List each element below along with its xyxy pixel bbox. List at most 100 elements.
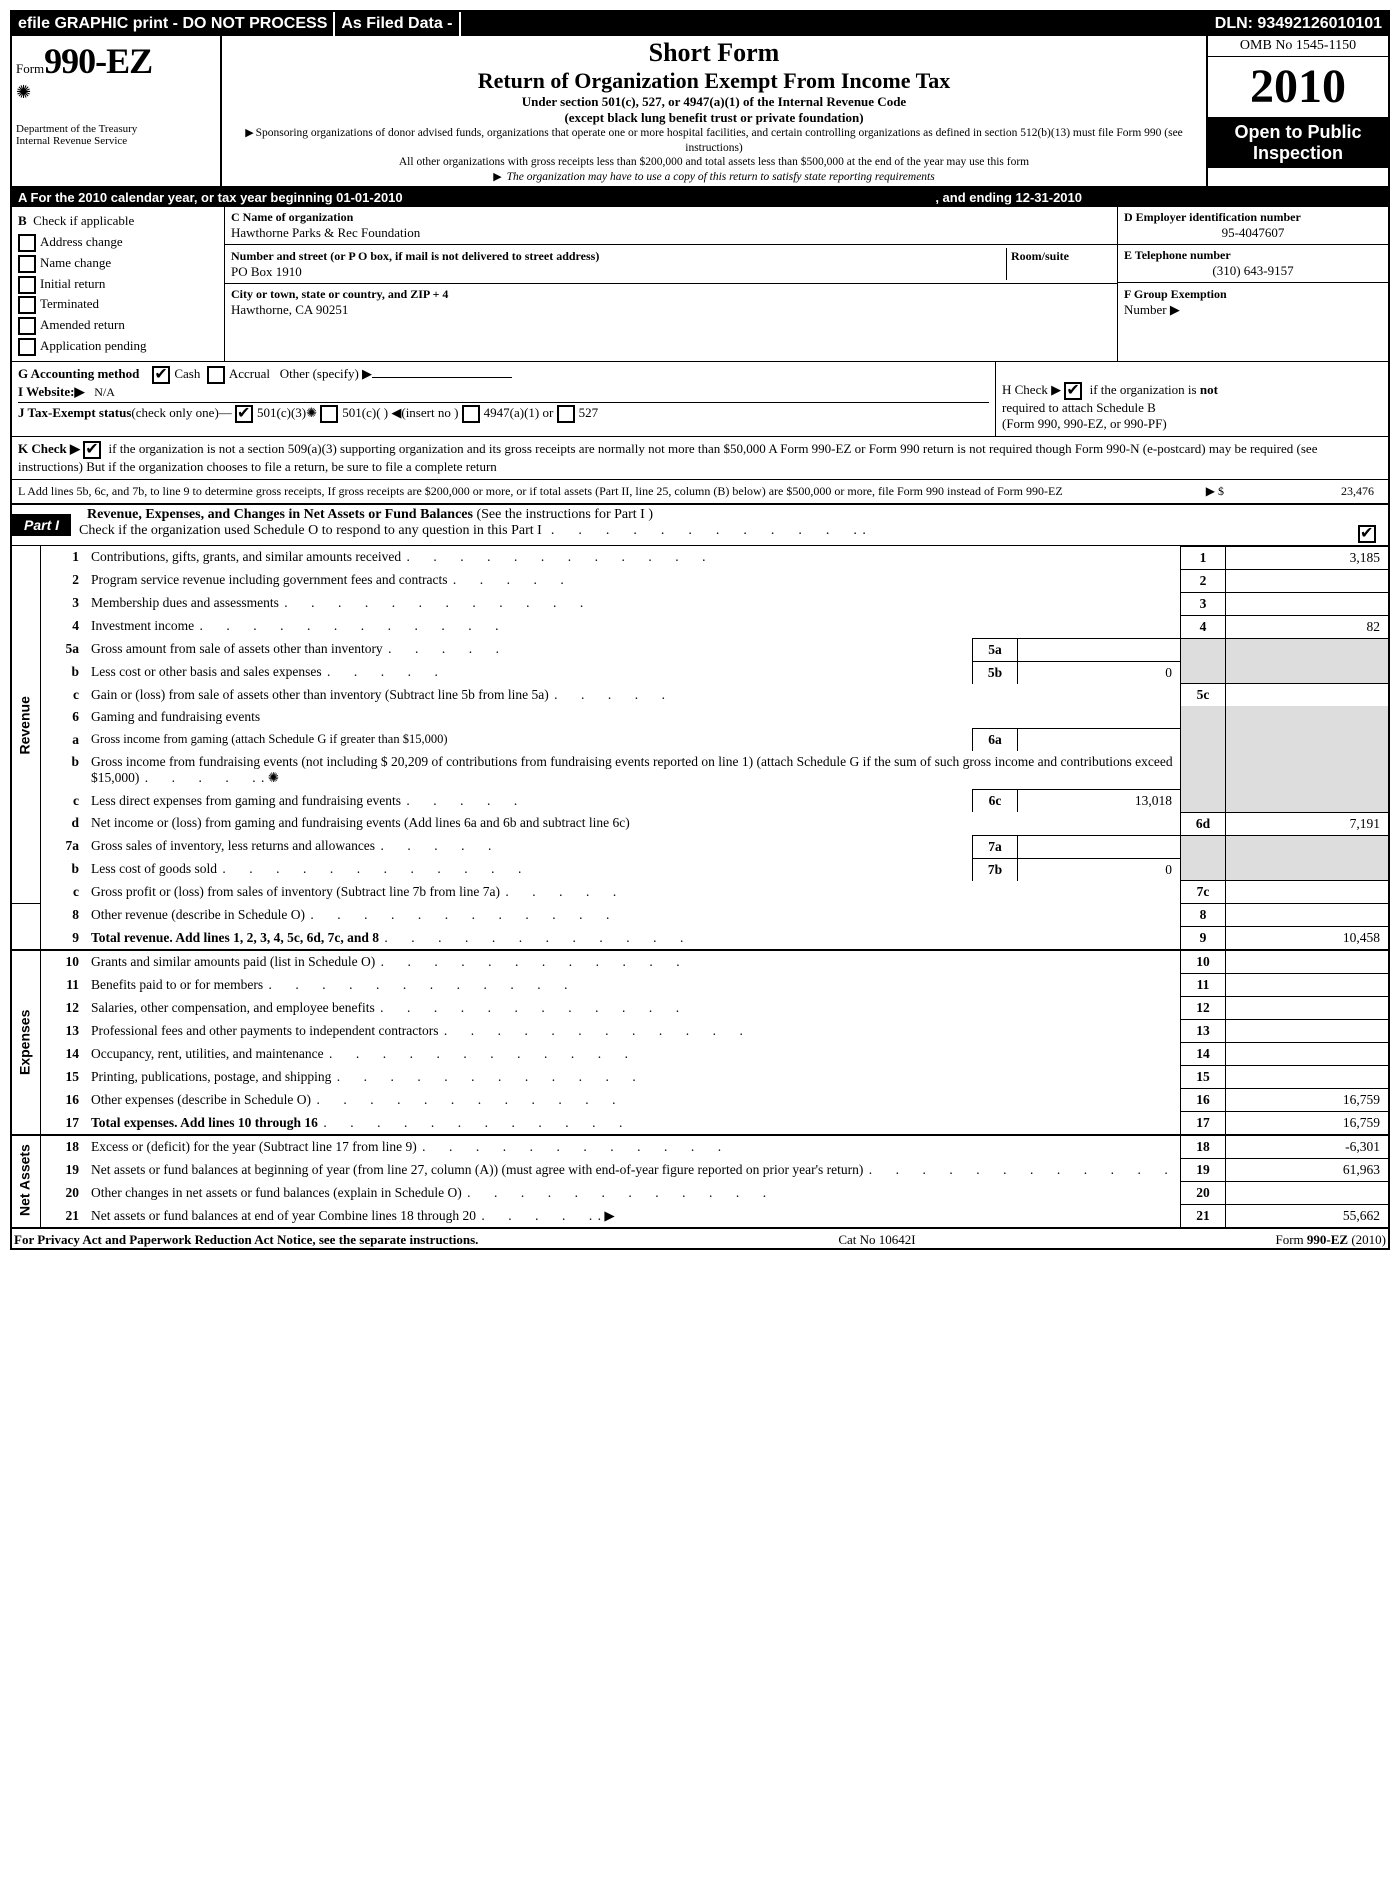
checkbox-address-change[interactable] <box>18 234 36 252</box>
dept-irs: Internal Revenue Service <box>16 135 216 147</box>
street-value: PO Box 1910 <box>231 264 1006 280</box>
footer-center: Cat No 10642I <box>838 1232 915 1248</box>
website-value: N/A <box>94 385 115 399</box>
line-17-value: 16,759 <box>1226 1112 1389 1136</box>
line-15-value <box>1226 1066 1389 1089</box>
line-h: H Check ▶ if the organization is not req… <box>995 362 1388 436</box>
line-18-value: -6,301 <box>1226 1135 1389 1159</box>
checkbox-application-pending[interactable] <box>18 338 36 356</box>
main-title: Return of Organization Exempt From Incom… <box>226 68 1202 94</box>
line-7b-value: 0 <box>1018 858 1181 881</box>
form-container: efile GRAPHIC print - DO NOT PROCESS As … <box>10 10 1390 1250</box>
part-1-check-line: Check if the organization used Schedule … <box>79 523 542 538</box>
form-word: Form <box>16 61 44 76</box>
checkbox-4947[interactable] <box>462 405 480 423</box>
city-value: Hawthorne, CA 90251 <box>231 302 1111 318</box>
subtitle-1: Under section 501(c), 527, or 4947(a)(1)… <box>226 94 1202 110</box>
header-left: Form990-EZ ✺ Department of the Treasury … <box>12 36 222 186</box>
line-j-label: J Tax-Exempt status <box>18 405 131 420</box>
group-exemption-label: F Group Exemption <box>1124 287 1227 301</box>
top-bar: efile GRAPHIC print - DO NOT PROCESS As … <box>12 12 1388 36</box>
line-12-value <box>1226 997 1389 1020</box>
ein-label: D Employer identification number <box>1124 210 1382 225</box>
header-right: OMB No 1545-1150 2010 Open to Public Ins… <box>1206 36 1388 186</box>
form-number: 990-EZ <box>44 41 152 81</box>
footer-right: Form 990-EZ (2010) <box>1275 1232 1386 1248</box>
short-form-title: Short Form <box>226 38 1202 68</box>
line-5b-value: 0 <box>1018 661 1181 684</box>
line-g-label: G Accounting method <box>18 366 139 381</box>
col-c: C Name of organization Hawthorne Parks &… <box>225 207 1117 361</box>
dln-label: DLN: 93492126010101 <box>1209 12 1388 36</box>
entity-block: B Check if applicable Address change Nam… <box>12 207 1388 362</box>
street-label: Number and street (or P O box, if mail i… <box>231 249 599 263</box>
phone-label: E Telephone number <box>1124 248 1382 263</box>
line-1-value: 3,185 <box>1226 546 1389 569</box>
check-if-applicable: Check if applicable <box>33 213 134 228</box>
line-6d-value: 7,191 <box>1226 812 1389 835</box>
checkbox-terminated[interactable] <box>18 296 36 314</box>
line-5c-value <box>1226 684 1389 707</box>
note-2: All other organizations with gross recei… <box>226 155 1202 169</box>
line-7a-value <box>1018 835 1181 858</box>
subtitle-2: (except black lung benefit trust or priv… <box>226 110 1202 126</box>
line-9-value: 10,458 <box>1226 927 1389 951</box>
line-11-value <box>1226 974 1389 997</box>
ein-value: 95-4047607 <box>1124 225 1382 241</box>
footer-row: For Privacy Act and Paperwork Reduction … <box>12 1227 1388 1248</box>
checkbox-amended-return[interactable] <box>18 317 36 335</box>
line-i-label: I Website:▶ <box>18 384 84 399</box>
phone-value: (310) 643-9157 <box>1124 263 1382 279</box>
tax-year: 2010 <box>1208 57 1388 118</box>
row-a-right: , and ending 12-31-2010 <box>935 190 1082 205</box>
part-1-header: Part I Revenue, Expenses, and Changes in… <box>12 504 1388 546</box>
row-a: A For the 2010 calendar year, or tax yea… <box>12 188 1388 207</box>
line-5a-value <box>1018 638 1181 661</box>
line-2-value <box>1226 569 1389 592</box>
checkbox-k[interactable] <box>83 441 101 459</box>
line-k: K Check ▶ if the organization is not a s… <box>12 437 1388 480</box>
header-center: Short Form Return of Organization Exempt… <box>222 36 1206 186</box>
footer-left: For Privacy Act and Paperwork Reduction … <box>14 1232 478 1248</box>
col-d: D Employer identification number 95-4047… <box>1117 207 1388 361</box>
part-1-sub: (See the instructions for Part I ) <box>476 507 653 522</box>
part-1-table: Revenue 1 Contributions, gifts, grants, … <box>12 546 1388 1228</box>
netassets-side-label: Net Assets <box>12 1135 41 1227</box>
checkbox-h[interactable] <box>1064 382 1082 400</box>
line-3-value <box>1226 592 1389 615</box>
line-20-value <box>1226 1182 1389 1205</box>
row-a-left: A For the 2010 calendar year, or tax yea… <box>18 190 403 205</box>
checkbox-527[interactable] <box>557 405 575 423</box>
col-b: B Check if applicable Address change Nam… <box>12 207 225 361</box>
omb-number: OMB No 1545-1150 <box>1208 36 1388 57</box>
checkbox-accrual[interactable] <box>207 366 225 384</box>
checkbox-cash[interactable] <box>152 366 170 384</box>
header-row: Form990-EZ ✺ Department of the Treasury … <box>12 36 1388 188</box>
note-3: The organization may have to use a copy … <box>507 171 935 183</box>
line-21-value: 55,662 <box>1226 1205 1389 1228</box>
efile-label: efile GRAPHIC print - DO NOT PROCESS <box>12 12 335 36</box>
checkbox-initial-return[interactable] <box>18 276 36 294</box>
line-l: L Add lines 5b, 6c, and 7b, to line 9 to… <box>12 480 1388 504</box>
line-8-value <box>1226 904 1389 927</box>
checkbox-name-change[interactable] <box>18 255 36 273</box>
line-7c-value <box>1226 881 1389 904</box>
open-public: Open to Public Inspection <box>1208 118 1388 168</box>
part-1-label: Part I <box>12 514 71 536</box>
org-name: Hawthorne Parks & Rec Foundation <box>231 225 1111 241</box>
checkbox-schedule-o[interactable] <box>1358 525 1376 543</box>
group-exemption-number: Number ▶ <box>1124 302 1180 317</box>
note-1: Sponsoring organizations of donor advise… <box>256 127 1183 154</box>
checkbox-501c[interactable] <box>320 405 338 423</box>
line-16-value: 16,759 <box>1226 1089 1389 1112</box>
org-name-label: C Name of organization <box>231 210 1111 225</box>
dept-treasury: Department of the Treasury <box>16 123 216 135</box>
asfiled-label: As Filed Data - <box>335 12 460 36</box>
checkbox-501c3[interactable] <box>235 405 253 423</box>
line-13-value <box>1226 1020 1389 1043</box>
revenue-side-label: Revenue <box>12 546 41 904</box>
line-10-value <box>1226 950 1389 974</box>
city-label: City or town, state or country, and ZIP … <box>231 287 1111 302</box>
line-19-value: 61,963 <box>1226 1159 1389 1182</box>
line-4-value: 82 <box>1226 615 1389 638</box>
